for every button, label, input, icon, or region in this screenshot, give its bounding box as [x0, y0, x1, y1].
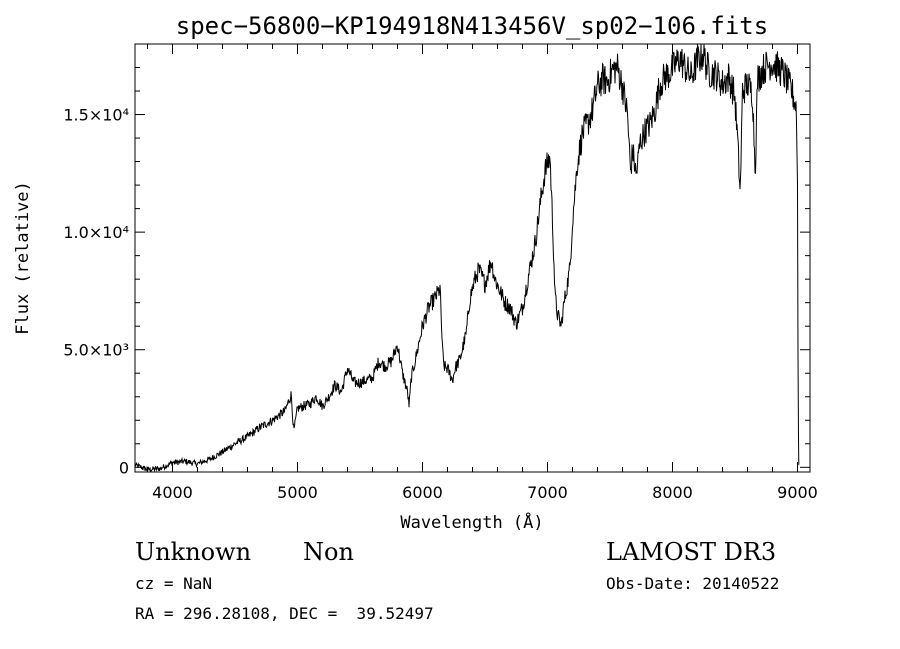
spectrum-line: [134, 43, 800, 473]
observation-date: Obs-Date: 20140522: [606, 574, 780, 593]
object-class: Unknown: [135, 538, 252, 566]
survey-name: LAMOST DR3: [606, 538, 777, 566]
redshift-cz: cz = NaN: [135, 574, 213, 593]
axis-tick-labels: 4000 5000 6000 7000 8000 9000 0 5.0×10³ 1.0×10⁴ 1…: [63, 106, 817, 502]
y-tick-label: 1.0×10⁴: [63, 223, 129, 242]
x-axis-label: Wavelength (Å): [400, 511, 543, 533]
plot-frame: [134, 43, 811, 473]
x-tick-label: 4000: [152, 483, 193, 502]
y-tick-label: 1.5×10⁴: [63, 106, 129, 125]
chart-title: spec−56800−KP194918N413456V_sp02−106.fit…: [176, 12, 768, 40]
x-tick-label: 6000: [402, 483, 443, 502]
coordinates: RA = 296.28108, DEC = 39.52497: [135, 604, 434, 623]
object-subclass: Non: [303, 538, 354, 566]
axis-ticks: [135, 44, 810, 472]
y-axis-label: Flux (relative): [13, 181, 33, 335]
x-tick-label: 9000: [777, 483, 818, 502]
y-tick-label: 0: [119, 458, 129, 477]
y-tick-label: 5.0×10³: [63, 341, 129, 360]
x-tick-label: 7000: [527, 483, 568, 502]
x-tick-label: 5000: [277, 483, 318, 502]
x-tick-label: 8000: [652, 483, 693, 502]
